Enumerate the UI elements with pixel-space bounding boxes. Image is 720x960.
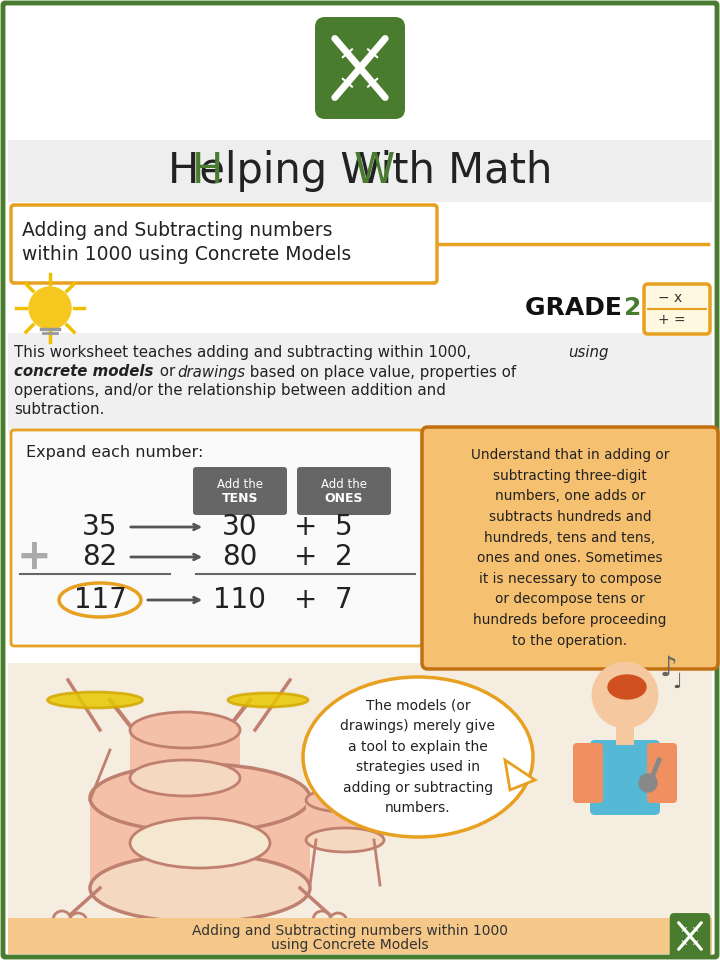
Ellipse shape [306, 788, 384, 812]
FancyBboxPatch shape [422, 427, 718, 669]
Text: − x: − x [658, 291, 683, 305]
FancyBboxPatch shape [11, 430, 422, 646]
Text: drawings: drawings [177, 365, 245, 379]
Text: 35: 35 [82, 513, 117, 541]
Text: W: W [354, 150, 395, 192]
Bar [8, 918, 712, 954]
Ellipse shape [48, 692, 143, 708]
FancyBboxPatch shape [297, 467, 391, 515]
Circle shape [29, 287, 71, 329]
Text: using Concrete Models: using Concrete Models [271, 938, 429, 952]
Ellipse shape [608, 675, 646, 699]
FancyBboxPatch shape [193, 467, 287, 515]
Bar [616, 727, 634, 745]
Circle shape [593, 663, 657, 727]
Text: Expand each number:: Expand each number: [26, 445, 203, 461]
Text: 2: 2 [336, 543, 353, 571]
Text: 82: 82 [82, 543, 117, 571]
Ellipse shape [303, 677, 533, 837]
Text: Adding and Subtracting numbers within 1000: Adding and Subtracting numbers within 10… [192, 924, 508, 938]
Text: +: + [294, 543, 318, 571]
Text: operations, and/or the relationship between addition and: operations, and/or the relationship betw… [14, 383, 446, 398]
Ellipse shape [306, 828, 384, 852]
FancyBboxPatch shape [670, 913, 710, 959]
Text: subtraction.: subtraction. [14, 402, 104, 418]
Bar [8, 333, 712, 433]
Bar [130, 730, 240, 778]
Text: 80: 80 [222, 543, 258, 571]
Ellipse shape [228, 693, 308, 707]
Text: Add the: Add the [217, 477, 263, 491]
FancyBboxPatch shape [647, 743, 677, 803]
Text: 5: 5 [336, 513, 353, 541]
Text: Adding and Subtracting numbers: Adding and Subtracting numbers [22, 221, 333, 239]
Text: Understand that in adding or
subtracting three-digit
numbers, one adds or
subtra: Understand that in adding or subtracting… [471, 448, 669, 648]
Text: ♩: ♩ [672, 672, 682, 692]
Text: Helping With Math: Helping With Math [168, 150, 552, 192]
FancyBboxPatch shape [315, 17, 405, 119]
Ellipse shape [130, 712, 240, 748]
Text: GRADE: GRADE [525, 296, 631, 320]
Ellipse shape [90, 854, 310, 922]
Text: concrete models: concrete models [14, 365, 153, 379]
Text: ONES: ONES [325, 492, 364, 506]
Text: based on place value, properties of: based on place value, properties of [245, 365, 516, 379]
Ellipse shape [90, 764, 310, 832]
Ellipse shape [130, 760, 240, 796]
Text: H: H [192, 150, 223, 192]
Text: + =: + = [658, 313, 685, 327]
Text: TENS: TENS [222, 492, 258, 506]
Ellipse shape [130, 818, 270, 868]
Text: 110: 110 [214, 586, 266, 614]
FancyBboxPatch shape [590, 740, 660, 815]
Bar [306, 800, 384, 840]
Text: +: + [17, 536, 51, 578]
Text: 30: 30 [222, 513, 258, 541]
Text: within 1000 using Concrete Models: within 1000 using Concrete Models [22, 245, 351, 263]
Text: The models (or
drawings) merely give
a tool to explain the
strategies used in
ad: The models (or drawings) merely give a t… [341, 699, 495, 815]
Text: This worksheet teaches adding and subtracting within 1000,: This worksheet teaches adding and subtra… [14, 346, 476, 361]
FancyBboxPatch shape [3, 3, 717, 957]
Text: ♪: ♪ [660, 654, 678, 682]
Bar [8, 140, 712, 202]
Text: using: using [568, 346, 608, 361]
FancyBboxPatch shape [573, 743, 603, 803]
Circle shape [639, 774, 657, 792]
Text: 2: 2 [624, 296, 642, 320]
Text: 117: 117 [73, 586, 127, 614]
Text: or: or [155, 365, 180, 379]
Bar [90, 798, 310, 888]
FancyBboxPatch shape [11, 205, 437, 283]
FancyBboxPatch shape [644, 284, 710, 334]
Text: 7: 7 [336, 586, 353, 614]
Bar [8, 663, 712, 923]
Text: Add the: Add the [321, 477, 367, 491]
Text: +: + [294, 586, 318, 614]
Text: +: + [294, 513, 318, 541]
Polygon shape [505, 760, 535, 790]
